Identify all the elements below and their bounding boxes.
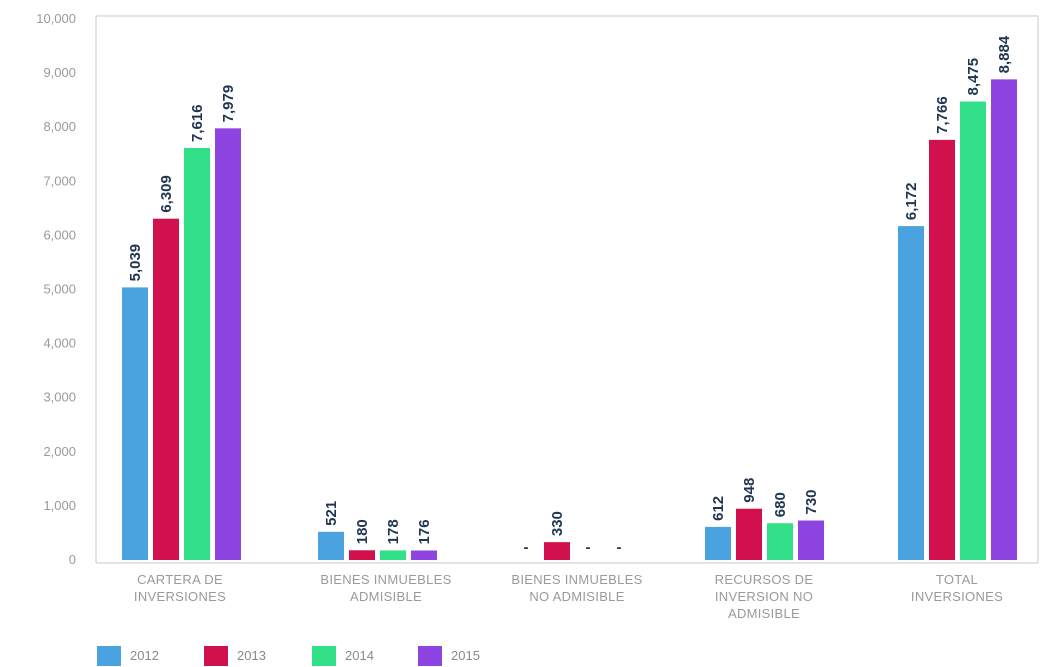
- bars: [122, 79, 1017, 561]
- data-label: -: [617, 539, 622, 556]
- bar-2014: [960, 101, 986, 560]
- data-label: 730: [803, 489, 820, 514]
- category-label: INVERSIONES: [134, 589, 226, 604]
- data-label: -: [524, 539, 529, 556]
- bar-2015: [215, 128, 241, 560]
- y-tick-label: 2,000: [43, 444, 76, 459]
- category-label: ADMISIBLE: [350, 589, 422, 604]
- bar-2013: [153, 218, 179, 560]
- legend-label: 2015: [451, 648, 480, 663]
- data-label: 6,172: [903, 183, 920, 221]
- legend-swatch-2013: [204, 646, 228, 666]
- data-label: -: [586, 539, 591, 556]
- data-label: 178: [385, 519, 402, 544]
- data-label: 680: [772, 492, 789, 517]
- chart-axes: [95, 15, 1039, 564]
- data-label: 176: [416, 519, 433, 544]
- y-tick-label: 8,000: [43, 119, 76, 134]
- legend-label: 2013: [237, 648, 266, 663]
- category-label: NO ADMISIBLE: [529, 589, 624, 604]
- category-labels: CARTERA DE INVERSIONES BIENES INMUEBLES ADM…: [134, 572, 1003, 621]
- y-axis-ticks: 0 1,000 2,000 3,000 4,000 5,000 6,000 7,000 8,00…: [36, 11, 76, 567]
- bar-2012: [898, 226, 924, 561]
- data-label: 180: [354, 519, 371, 544]
- bar-2015: [991, 79, 1017, 560]
- data-label: 7,979: [220, 85, 237, 123]
- category-label: INVERSION NO: [715, 589, 813, 604]
- y-tick-label: 4,000: [43, 336, 76, 351]
- bar-2012: [318, 531, 344, 560]
- data-label: 7,616: [189, 104, 206, 142]
- y-tick-label: 7,000: [43, 173, 76, 188]
- y-tick-label: 10,000: [36, 11, 76, 26]
- data-label: 6,309: [158, 175, 175, 213]
- legend-label: 2014: [345, 648, 374, 663]
- legend-swatch-2014: [312, 646, 336, 666]
- bar-2014: [184, 147, 210, 560]
- data-label: 612: [710, 496, 727, 521]
- bar-2012: [705, 526, 731, 560]
- category-label: ADMISIBLE: [728, 606, 800, 621]
- data-labels: 5,039 6,309 7,616 7,979 521 180 178 176 - 330 - - 61…: [127, 35, 1013, 556]
- bar-2013: [544, 542, 570, 560]
- y-tick-label: 9,000: [43, 65, 76, 80]
- data-label: 521: [323, 501, 340, 526]
- data-label: 330: [549, 511, 566, 536]
- bar-2013: [929, 139, 955, 560]
- y-tick-label: 0: [69, 552, 76, 567]
- y-tick-label: 3,000: [43, 390, 76, 405]
- category-label: RECURSOS DE: [715, 572, 814, 587]
- legend-swatch-2015: [418, 646, 442, 666]
- bar-2015: [798, 520, 824, 560]
- legend: 2012 2013 2014 2015: [97, 646, 480, 666]
- bar-2013: [349, 550, 375, 560]
- data-label: 5,039: [127, 244, 144, 282]
- y-tick-label: 6,000: [43, 227, 76, 242]
- category-label: TOTAL: [936, 572, 978, 587]
- legend-label: 2012: [130, 648, 159, 663]
- y-tick-label: 5,000: [43, 282, 76, 297]
- bar-2015: [411, 550, 437, 560]
- category-label: INVERSIONES: [911, 589, 1003, 604]
- data-label: 8,884: [996, 35, 1013, 73]
- y-tick-label: 1,000: [43, 498, 76, 513]
- category-label: BIENES INMUEBLES: [511, 572, 642, 587]
- bar-2014: [380, 550, 406, 560]
- data-label: 948: [741, 478, 758, 503]
- bar-2013: [736, 508, 762, 560]
- data-label: 8,475: [965, 58, 982, 96]
- bar-2014: [767, 523, 793, 560]
- category-label: CARTERA DE: [137, 572, 223, 587]
- bar-2012: [122, 287, 148, 560]
- category-label: BIENES INMUEBLES: [320, 572, 451, 587]
- legend-swatch-2012: [97, 646, 121, 666]
- data-label: 7,766: [934, 96, 951, 134]
